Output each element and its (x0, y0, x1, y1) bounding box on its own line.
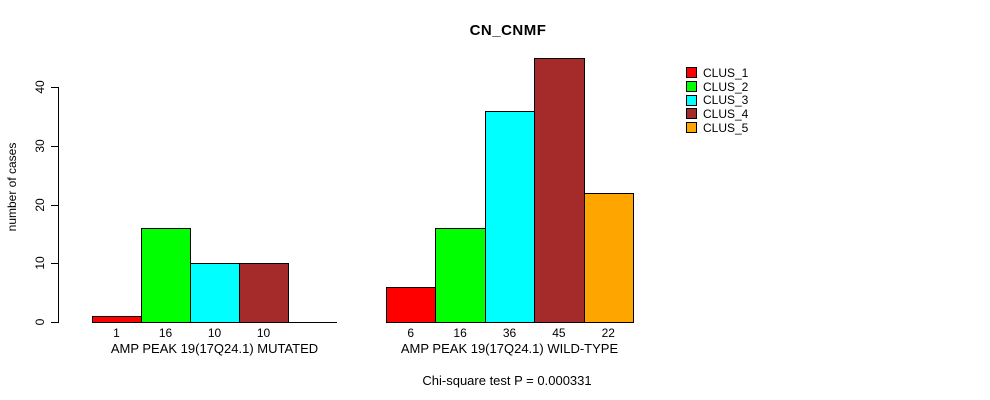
y-tick-label: 10 (33, 256, 47, 270)
legend-swatch-icon (686, 108, 697, 120)
legend-label: CLUS_3 (703, 93, 749, 108)
bar-clus_5 (583, 192, 634, 323)
y-tick-label: 0 (33, 318, 47, 326)
bar-clus_4 (239, 263, 289, 323)
y-tick-label: 20 (33, 197, 47, 212)
y-axis-label: number of cases (5, 142, 19, 232)
legend-swatch-icon (686, 67, 697, 79)
legend-row: CLUS_2 (686, 80, 748, 94)
bar-value-label: 45 (552, 326, 566, 340)
legend-swatch-icon (686, 122, 697, 134)
legend: CLUS_1 CLUS_2 CLUS_3 CLUS_4 CLUS_5 (686, 66, 748, 134)
y-tick-label: 30 (33, 139, 47, 153)
legend-label: CLUS_5 (703, 120, 749, 135)
bar-value-label: 10 (207, 326, 222, 340)
y-tick (51, 263, 58, 265)
bar-clus_3 (190, 263, 240, 323)
bar-value-label: 16 (158, 326, 173, 340)
bar-clus_3 (484, 110, 536, 323)
bar-clus_1 (92, 316, 142, 323)
group-label: AMP PEAK 19(17Q24.1) MUTATED (110, 341, 319, 356)
bar-value-label: 36 (502, 326, 517, 340)
bar-value-label: 6 (407, 326, 415, 340)
bar-clus_2 (435, 228, 486, 323)
legend-label: CLUS_1 (703, 65, 749, 80)
legend-row: CLUS_3 (686, 93, 748, 107)
group-label: AMP PEAK 19(17Q24.1) WILD-TYPE (400, 341, 619, 356)
chart-title: CN_CNMF (469, 22, 547, 39)
footnote-text: Chi-square test P = 0.000331 (422, 373, 592, 388)
y-tick-label: 40 (33, 80, 47, 94)
legend-swatch-icon (686, 81, 697, 93)
y-tick (51, 145, 58, 147)
bar-value-label: 10 (256, 326, 271, 340)
y-tick (51, 204, 58, 206)
y-tick (51, 322, 58, 323)
legend-row: CLUS_1 (686, 66, 748, 80)
legend-row: CLUS_4 (686, 107, 748, 121)
bar-value-label: 22 (601, 326, 615, 340)
y-axis-line (58, 87, 59, 323)
legend-row: CLUS_5 (686, 121, 748, 135)
legend-label: CLUS_4 (703, 106, 749, 121)
bar-value-label: 16 (453, 326, 467, 340)
bar-clus_1 (386, 286, 437, 323)
bar-clus_4 (534, 57, 585, 323)
bar-clus_2 (141, 228, 191, 323)
bar-value-label: 1 (113, 326, 120, 340)
y-tick (51, 87, 58, 88)
legend-label: CLUS_2 (703, 79, 749, 94)
legend-swatch-icon (686, 94, 697, 106)
